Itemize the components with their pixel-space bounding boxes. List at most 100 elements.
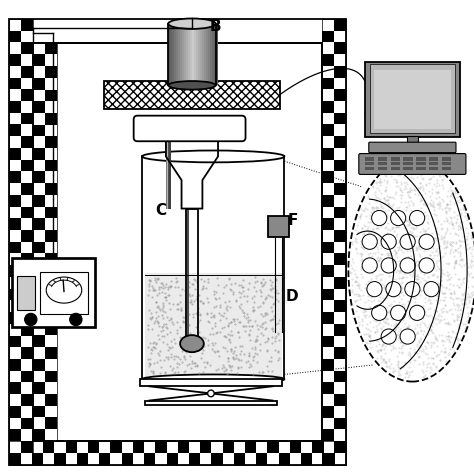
Bar: [9, 54, 21, 66]
Circle shape: [419, 234, 434, 249]
Bar: [45, 90, 57, 101]
Bar: [186, 209, 187, 341]
Bar: [21, 113, 33, 125]
Bar: [208, 24, 210, 85]
Bar: [45, 137, 57, 148]
Bar: [45, 394, 57, 406]
Circle shape: [400, 329, 415, 344]
Bar: [21, 254, 33, 265]
Bar: [33, 289, 45, 301]
Bar: [104, 81, 280, 109]
Bar: [33, 172, 45, 183]
Bar: [167, 137, 170, 209]
Circle shape: [424, 282, 439, 297]
Bar: [21, 324, 33, 336]
Ellipse shape: [168, 81, 216, 90]
Bar: [45, 324, 57, 336]
Bar: [99, 453, 110, 465]
Bar: [33, 359, 45, 371]
Bar: [322, 54, 334, 66]
Circle shape: [391, 210, 406, 226]
Circle shape: [70, 313, 82, 326]
Bar: [167, 137, 170, 209]
Bar: [214, 24, 216, 85]
Ellipse shape: [142, 374, 284, 384]
Bar: [322, 78, 334, 89]
Bar: [322, 172, 334, 183]
Bar: [144, 453, 155, 465]
Bar: [45, 277, 57, 289]
Bar: [322, 148, 334, 160]
Bar: [33, 43, 322, 441]
Bar: [403, 162, 413, 165]
Bar: [334, 136, 346, 148]
Bar: [186, 209, 188, 341]
Bar: [21, 301, 33, 312]
Text: F: F: [288, 213, 298, 228]
Circle shape: [419, 258, 434, 273]
Bar: [178, 24, 180, 85]
Circle shape: [372, 305, 387, 320]
Bar: [334, 183, 346, 195]
Bar: [33, 125, 45, 137]
Bar: [322, 242, 334, 254]
Bar: [110, 441, 122, 453]
Bar: [33, 336, 45, 347]
Bar: [9, 219, 21, 230]
Bar: [168, 137, 171, 209]
Circle shape: [400, 234, 415, 249]
Bar: [145, 401, 277, 405]
Bar: [334, 394, 346, 406]
Bar: [187, 209, 189, 341]
Bar: [268, 216, 289, 237]
Circle shape: [391, 305, 406, 320]
Circle shape: [405, 282, 420, 297]
FancyBboxPatch shape: [134, 116, 246, 141]
Bar: [9, 441, 346, 465]
Bar: [334, 301, 346, 312]
Bar: [166, 137, 169, 209]
Bar: [21, 89, 33, 101]
Bar: [9, 453, 21, 465]
Bar: [65, 441, 77, 453]
Bar: [168, 137, 171, 209]
Bar: [168, 137, 170, 209]
Bar: [21, 42, 33, 54]
Bar: [166, 453, 178, 465]
Bar: [174, 24, 176, 85]
Bar: [301, 453, 312, 465]
Bar: [45, 160, 57, 172]
Bar: [9, 19, 33, 465]
Bar: [442, 167, 451, 170]
Bar: [196, 24, 198, 85]
Bar: [9, 429, 21, 441]
Bar: [33, 265, 45, 277]
Bar: [322, 125, 334, 136]
Bar: [192, 24, 194, 85]
Bar: [256, 453, 267, 465]
Bar: [33, 406, 45, 418]
Bar: [21, 66, 33, 78]
Bar: [21, 183, 33, 195]
Bar: [334, 42, 346, 54]
Bar: [245, 441, 256, 453]
Bar: [194, 24, 196, 85]
Bar: [322, 312, 334, 324]
Circle shape: [381, 258, 396, 273]
Bar: [142, 156, 284, 379]
Bar: [21, 207, 33, 219]
Bar: [21, 160, 33, 172]
Bar: [322, 406, 334, 418]
Bar: [180, 24, 182, 85]
Bar: [9, 383, 21, 394]
Bar: [45, 43, 57, 55]
Bar: [9, 406, 21, 418]
Bar: [322, 336, 334, 347]
Bar: [334, 418, 346, 429]
Bar: [267, 441, 279, 453]
Bar: [32, 453, 43, 465]
Bar: [45, 207, 57, 219]
Bar: [9, 101, 21, 113]
Bar: [198, 24, 200, 85]
Bar: [172, 24, 174, 85]
